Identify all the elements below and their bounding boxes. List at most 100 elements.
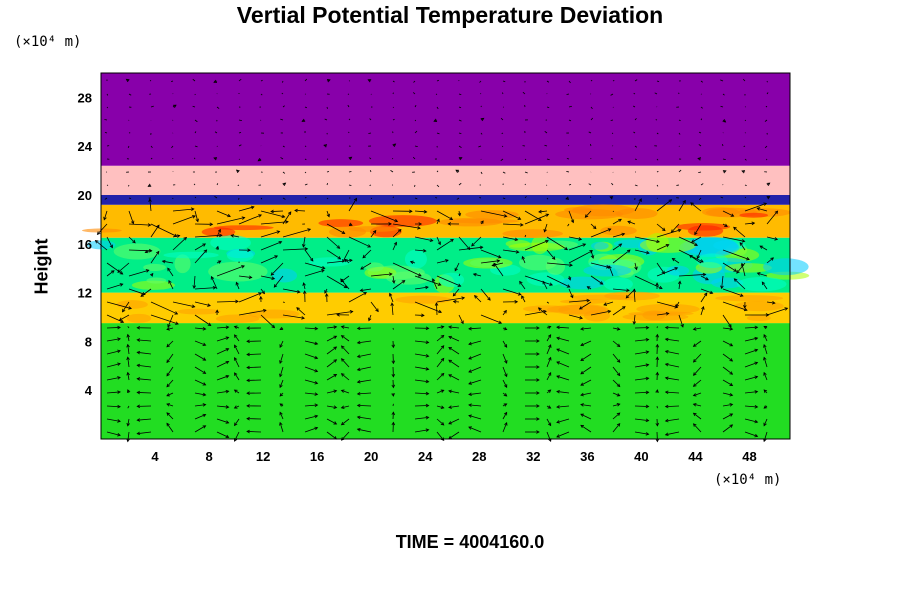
wind-arrow <box>370 272 393 277</box>
wind-arrow <box>238 275 253 280</box>
wind-arrow <box>733 278 746 290</box>
wind-arrow <box>468 353 482 360</box>
wind-arrow <box>610 93 614 96</box>
wind-arrow <box>525 339 540 343</box>
wind-arrow <box>580 366 592 375</box>
wind-arrow <box>689 254 702 264</box>
wind-arrow <box>627 220 636 225</box>
wind-arrow <box>502 340 508 348</box>
wind-arrow <box>580 353 592 362</box>
wind-arrow <box>166 412 174 420</box>
wind-arrow <box>280 118 284 121</box>
heatmap-texture <box>666 265 690 276</box>
wind-arrow <box>744 313 770 317</box>
wind-arrow <box>279 366 284 378</box>
wind-arrow <box>567 223 570 227</box>
wind-arrow <box>304 262 326 270</box>
wind-arrow <box>436 106 439 110</box>
heatmap-texture <box>642 310 666 321</box>
wind-arrow <box>590 106 593 110</box>
wind-arrow <box>238 248 251 253</box>
wind-arrow <box>326 335 338 342</box>
wind-arrow <box>764 119 768 122</box>
wind-arrow <box>282 105 285 108</box>
wind-arrow <box>414 391 430 396</box>
wind-arrow <box>656 228 682 238</box>
wind-arrow <box>436 325 445 329</box>
wind-arrow <box>414 130 418 134</box>
wind-arrow <box>634 376 650 381</box>
wind-arrow <box>468 326 482 331</box>
wind-arrow <box>391 379 396 389</box>
wind-arrow <box>233 405 240 409</box>
wind-arrow <box>744 196 747 199</box>
wind-arrow <box>282 247 309 251</box>
wind-arrow <box>612 210 614 212</box>
wind-arrow <box>127 405 130 409</box>
wind-arrow <box>106 349 121 355</box>
wind-arrow <box>448 374 460 381</box>
wind-arrow <box>304 353 319 360</box>
wind-arrow <box>106 404 121 409</box>
wind-arrow <box>106 325 121 330</box>
wind-arrow <box>568 288 574 299</box>
wind-arrow <box>546 80 550 83</box>
heatmap-texture <box>271 268 298 283</box>
wind-arrow <box>480 220 484 225</box>
wind-arrow <box>150 250 160 264</box>
wind-arrow <box>324 288 328 294</box>
wind-arrow <box>480 249 502 259</box>
wind-arrow <box>447 222 460 226</box>
wind-arrow <box>326 310 354 316</box>
wind-arrow <box>691 236 702 243</box>
heatmap-texture <box>248 309 300 319</box>
wind-arrow <box>655 343 660 355</box>
wind-arrow <box>480 259 501 264</box>
wind-arrow <box>634 262 638 271</box>
wind-arrow <box>448 325 460 329</box>
wind-arrow <box>436 345 445 355</box>
wind-arrow <box>238 158 240 160</box>
wind-arrow <box>167 267 174 277</box>
heatmap-texture <box>146 277 167 284</box>
heatmap-texture <box>687 225 724 237</box>
wind-arrow <box>565 196 570 200</box>
wind-arrow <box>567 275 572 281</box>
wind-arrow <box>655 431 660 443</box>
wind-arrow <box>722 353 734 362</box>
y-axis-ticks: 4 8 12 16 20 24 28 <box>78 90 93 398</box>
wind-arrow <box>392 80 395 83</box>
wind-arrow <box>214 131 218 134</box>
heatmap-texture <box>603 277 633 291</box>
wind-arrow <box>722 366 734 375</box>
wind-arrow <box>493 262 504 277</box>
wind-arrow <box>194 413 207 420</box>
heatmap-texture <box>505 239 531 248</box>
wind-arrow <box>194 340 207 346</box>
wind-arrow <box>588 131 592 134</box>
wind-arrow <box>580 327 592 331</box>
wind-arrow <box>744 348 759 355</box>
x-tick-label: 16 <box>310 449 324 464</box>
wind-arrow <box>694 223 702 236</box>
wind-arrow <box>326 374 338 381</box>
wind-arrow <box>720 196 724 199</box>
wind-arrow <box>700 306 705 316</box>
wind-arrow <box>127 145 130 149</box>
heatmap-texture <box>438 272 465 288</box>
wind-arrow <box>136 325 152 330</box>
heatmap-texture <box>201 227 236 237</box>
wind-arrow <box>246 326 262 330</box>
wind-arrow <box>655 333 660 342</box>
wind-arrow <box>766 236 779 241</box>
wind-arrow <box>414 209 428 214</box>
wind-arrow <box>246 416 262 421</box>
y-tick-label: 16 <box>78 237 92 252</box>
wind-arrow <box>282 314 305 320</box>
wind-arrow <box>698 131 702 134</box>
wind-arrow <box>568 236 583 241</box>
wind-arrow <box>590 275 604 285</box>
wind-arrow <box>664 418 680 423</box>
wind-arrow <box>656 132 659 135</box>
wind-arrow <box>634 249 650 255</box>
